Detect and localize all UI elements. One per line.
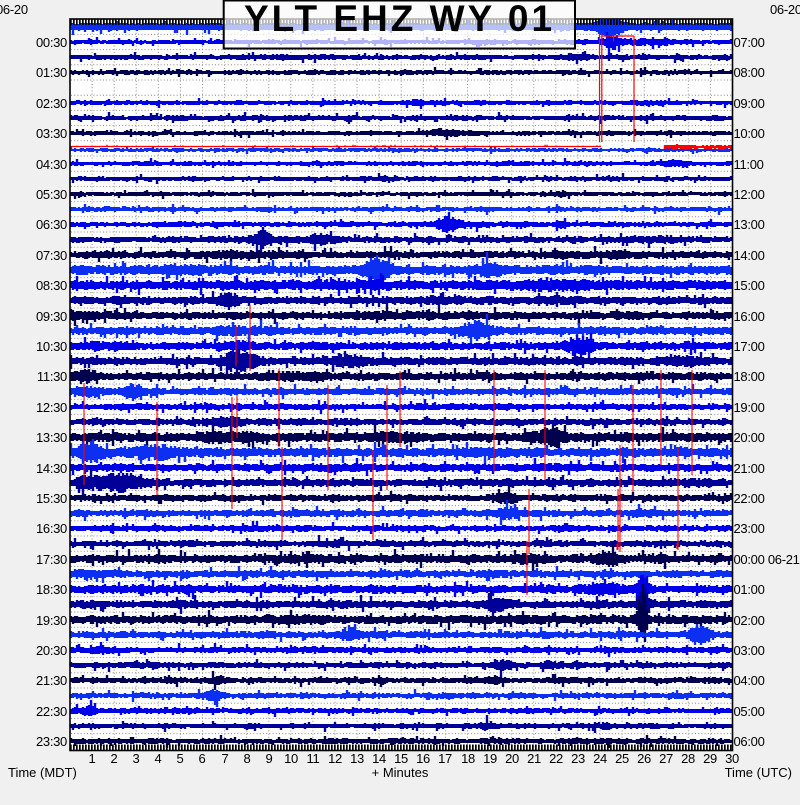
svg-text:03:30: 03:30: [36, 126, 67, 141]
svg-text:04:30: 04:30: [36, 157, 67, 172]
svg-text:11: 11: [307, 751, 320, 766]
svg-text:15:30: 15:30: [36, 491, 67, 506]
svg-text:Time (MDT): Time (MDT): [8, 765, 77, 780]
svg-text:9: 9: [266, 751, 273, 766]
svg-text:14: 14: [372, 751, 386, 766]
svg-text:11:30: 11:30: [37, 369, 67, 384]
svg-text:6: 6: [199, 751, 206, 766]
svg-text:24: 24: [593, 751, 607, 766]
svg-text:20: 20: [505, 751, 519, 766]
svg-text:18:00: 18:00: [734, 369, 765, 384]
svg-text:07:30: 07:30: [36, 248, 67, 263]
svg-text:30: 30: [725, 751, 739, 766]
svg-text:+ Minutes: + Minutes: [372, 765, 429, 780]
svg-text:01:00: 01:00: [734, 582, 765, 597]
svg-text:09:00: 09:00: [734, 96, 765, 111]
svg-text:4: 4: [155, 751, 162, 766]
svg-text:15:00: 15:00: [734, 278, 765, 293]
svg-text:20:30: 20:30: [36, 643, 67, 658]
svg-text:22:30: 22:30: [36, 704, 67, 719]
svg-text:5: 5: [177, 751, 184, 766]
svg-text:02:00: 02:00: [734, 613, 765, 628]
svg-text:11:00: 11:00: [734, 157, 764, 172]
svg-text:19:00: 19:00: [734, 400, 765, 415]
svg-text:25: 25: [615, 751, 629, 766]
svg-text:22:00: 22:00: [734, 491, 765, 506]
svg-text:13:00: 13:00: [734, 217, 765, 232]
svg-text:08:30: 08:30: [36, 278, 67, 293]
svg-text:07:00: 07:00: [734, 35, 765, 50]
svg-text:22: 22: [549, 751, 563, 766]
svg-text:04:00: 04:00: [734, 673, 765, 688]
svg-text:10:00: 10:00: [734, 126, 765, 141]
svg-text:06:00: 06:00: [734, 734, 765, 749]
svg-text:23:00: 23:00: [734, 521, 765, 536]
svg-text:16:30: 16:30: [36, 521, 67, 536]
svg-text:09:30: 09:30: [36, 309, 67, 324]
svg-text:23:30: 23:30: [36, 734, 67, 749]
svg-text:14:30: 14:30: [36, 461, 67, 476]
svg-text:29: 29: [703, 751, 717, 766]
svg-text:14:00: 14:00: [734, 248, 765, 263]
svg-text:2: 2: [111, 751, 118, 766]
svg-text:10:30: 10:30: [36, 339, 67, 354]
svg-text:03:00: 03:00: [734, 643, 765, 658]
svg-text:Time (UTC): Time (UTC): [725, 765, 792, 780]
svg-text:06:30: 06:30: [36, 217, 67, 232]
svg-text:16: 16: [416, 751, 430, 766]
svg-text:18:30: 18:30: [36, 582, 67, 597]
svg-text:12:00: 12:00: [734, 187, 765, 202]
svg-text:YLT EHZ WY 01: YLT EHZ WY 01: [244, 0, 555, 39]
svg-text:3: 3: [133, 751, 140, 766]
svg-text:28: 28: [681, 751, 695, 766]
svg-text:10: 10: [284, 751, 298, 766]
svg-text:06-20: 06-20: [770, 2, 800, 17]
svg-text:05:00: 05:00: [734, 704, 765, 719]
svg-text:13:30: 13:30: [36, 430, 67, 445]
svg-text:1: 1: [89, 751, 96, 766]
svg-text:17:30: 17:30: [36, 552, 67, 567]
svg-text:05:30: 05:30: [36, 187, 67, 202]
svg-text:19:30: 19:30: [36, 613, 67, 628]
svg-text:26: 26: [637, 751, 651, 766]
svg-text:06-20: 06-20: [0, 2, 28, 17]
svg-text:17: 17: [438, 751, 452, 766]
svg-text:02:30: 02:30: [36, 96, 67, 111]
svg-text:8: 8: [244, 751, 251, 766]
svg-text:20:00: 20:00: [734, 430, 765, 445]
svg-text:12:30: 12:30: [36, 400, 67, 415]
svg-text:00:30: 00:30: [36, 35, 67, 50]
svg-text:01:30: 01:30: [36, 65, 67, 80]
svg-text:08:00: 08:00: [734, 65, 765, 80]
svg-text:23: 23: [571, 751, 585, 766]
svg-text:19: 19: [483, 751, 497, 766]
svg-text:21:30: 21:30: [36, 673, 67, 688]
svg-text:21:00: 21:00: [734, 461, 765, 476]
svg-text:21: 21: [527, 751, 541, 766]
svg-text:16:00: 16:00: [734, 309, 765, 324]
svg-text:13: 13: [350, 751, 364, 766]
svg-text:12: 12: [328, 751, 342, 766]
svg-text:27: 27: [659, 751, 673, 766]
svg-text:7: 7: [222, 751, 229, 766]
svg-text:17:00: 17:00: [734, 339, 765, 354]
svg-text:00:00 06-21: 00:00 06-21: [734, 552, 800, 567]
svg-text:15: 15: [394, 751, 408, 766]
svg-text:18: 18: [461, 751, 475, 766]
